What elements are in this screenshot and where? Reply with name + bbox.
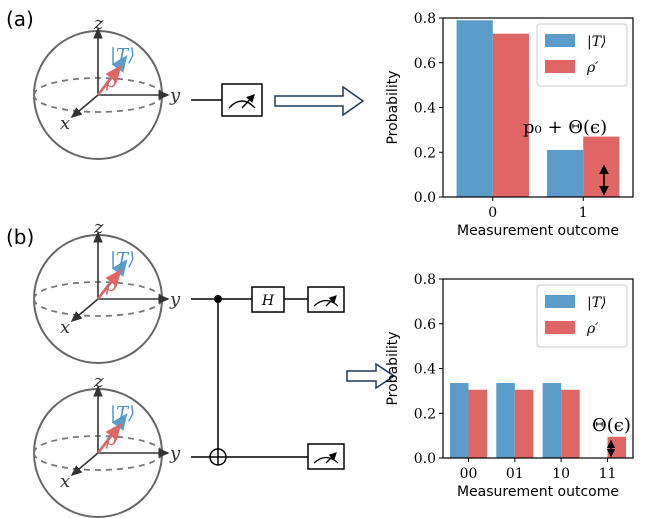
legend-swatch	[545, 60, 575, 73]
bar-T-10	[542, 383, 562, 458]
annotation-b: Θ(ϵ)	[592, 415, 631, 458]
measure-box-b-top	[307, 286, 345, 313]
rho-arrow	[97, 423, 122, 454]
cnot-control-dot	[214, 295, 222, 303]
legend-swatch	[545, 321, 575, 334]
y-tick-label: 0.2	[414, 406, 436, 422]
bar-T-1	[547, 150, 584, 197]
t-state-label: |T⟩	[110, 403, 135, 424]
annotation-a-text: p₀ + Θ(ϵ)	[523, 117, 607, 138]
bar-rho-0	[492, 33, 529, 197]
equator-front	[33, 94, 163, 113]
x-axis	[70, 298, 99, 323]
y-tick-label: 0.0	[414, 451, 436, 467]
x-tick-label: 00	[460, 466, 478, 482]
y-tick-label: 0.2	[414, 145, 436, 161]
x-tick-label: 0	[488, 205, 497, 221]
x-label: x	[60, 113, 70, 134]
rho-arrow	[97, 65, 122, 96]
equator-front	[33, 452, 163, 471]
y-label: y	[169, 289, 181, 310]
rho-label: ρ	[105, 71, 117, 92]
hadamard-gate	[251, 286, 285, 313]
bar-T-0	[456, 20, 493, 197]
legend-swatch	[545, 34, 575, 47]
annotation-a: p₀ + Θ(ϵ)	[523, 117, 609, 196]
bar-T-00	[449, 383, 469, 458]
bloch-sphere-b-bottom: z y x |T⟩ ρ	[33, 371, 181, 518]
x-axis	[70, 94, 99, 119]
z-label: z	[93, 217, 104, 238]
bar-rho-11	[607, 436, 627, 458]
meter-needle-icon	[325, 452, 337, 464]
x-axis-label: Measurement outcome	[457, 484, 619, 500]
t-state-label: |T⟩	[110, 45, 135, 66]
z-label: z	[93, 13, 104, 34]
y-tick-label: 0.8	[414, 272, 436, 288]
legend-label: |T⟩	[587, 295, 607, 311]
x-axis-label: Measurement outcome	[457, 223, 619, 239]
x-tick-label: 01	[506, 466, 524, 482]
hollow-arrow-a	[274, 85, 365, 117]
rho-label: ρ	[105, 429, 117, 450]
bloch-sphere-a: z y x |T⟩ ρ	[33, 13, 181, 160]
chart-a: 0.0 0.2 0.4 0.6 0.8 0 1 Measurement outcome Prob…	[385, 11, 634, 239]
hollow-arrow-b	[346, 362, 396, 390]
y-tick-label: 0.4	[414, 362, 436, 378]
legend-label: |T⟩	[587, 34, 607, 50]
panel-b-label: (b)	[6, 225, 34, 249]
meter-icon	[313, 456, 339, 464]
meter-icon	[313, 299, 339, 307]
measure-box-a	[221, 83, 263, 117]
legend-label: ρ′	[586, 321, 599, 337]
bar-T-01	[496, 383, 515, 458]
bar-rho-00	[468, 389, 488, 458]
annotation-b-text: Θ(ϵ)	[592, 415, 631, 436]
bloch-sphere-b-top: z y x |T⟩ ρ	[33, 217, 181, 364]
x-tick-label: 1	[579, 205, 588, 221]
x-label: x	[60, 317, 70, 338]
x-tick-label: 10	[552, 466, 570, 482]
legend-box	[536, 284, 628, 348]
y-axis-label: Probability	[385, 331, 401, 405]
x-axis	[70, 452, 99, 477]
y-tick-label: 0.6	[414, 317, 436, 333]
y-tick-label: 0.6	[414, 56, 436, 72]
y-tick-label: 0.4	[414, 101, 436, 117]
z-label: z	[93, 371, 104, 392]
rho-label: ρ	[105, 275, 117, 296]
hadamard-label: H	[261, 293, 275, 309]
meter-needle-icon	[241, 93, 255, 109]
t-state-label: |T⟩	[110, 249, 135, 270]
rho-arrow	[97, 269, 122, 300]
circuit-b: H	[191, 286, 345, 470]
meter-needle-icon	[325, 295, 337, 307]
measure-box-b-bottom	[307, 443, 345, 470]
legend-box	[536, 23, 628, 87]
panel-a-label: (a)	[6, 7, 34, 31]
y-label: y	[169, 443, 181, 464]
equator-front	[33, 298, 163, 317]
legend-label: ρ′	[586, 60, 599, 76]
x-tick-label: 11	[599, 466, 617, 482]
bar-rho-1	[583, 136, 620, 197]
bar-rho-10	[561, 389, 580, 458]
y-label: y	[169, 85, 181, 106]
y-axis-label: Probability	[385, 70, 401, 144]
legend-swatch	[545, 295, 575, 308]
chart-b: 0.0 0.2 0.4 0.6 0.8 00 01 10 11 Measurement outco…	[385, 272, 634, 500]
x-label: x	[60, 471, 70, 492]
y-tick-label: 0.0	[414, 190, 436, 206]
bar-rho-01	[514, 389, 534, 458]
meter-icon	[228, 100, 256, 109]
y-tick-label: 0.8	[414, 11, 436, 27]
